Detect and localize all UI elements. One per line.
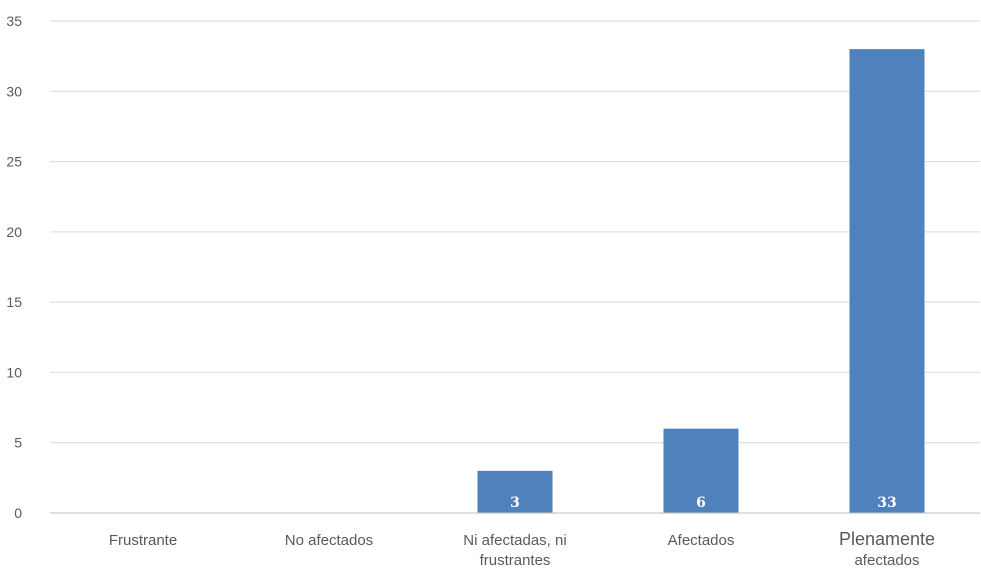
y-tick-label: 20 xyxy=(6,224,22,240)
x-category-label: afectados xyxy=(854,552,919,569)
x-category-label: Afectados xyxy=(668,532,735,549)
data-label: 3 xyxy=(510,495,520,511)
x-category-label: Plenamente xyxy=(839,529,935,549)
x-category-label: No afectados xyxy=(285,532,373,549)
y-tick-label: 10 xyxy=(6,364,22,380)
x-category-label: Frustrante xyxy=(109,532,177,549)
gridlines xyxy=(50,20,980,444)
bar xyxy=(477,470,553,513)
y-tick-label: 35 xyxy=(6,13,22,29)
bar xyxy=(849,49,925,513)
y-axis-ticks: 0 5 10 15 20 25 30 35 xyxy=(6,13,22,521)
data-labels: 3 6 33 xyxy=(510,495,897,511)
x-axis-categories: Frustrante No afectados Ni afectadas, ni fr… xyxy=(109,529,935,569)
y-tick-label: 15 xyxy=(6,294,22,310)
data-label: 6 xyxy=(696,495,706,511)
y-tick-label: 5 xyxy=(14,435,22,451)
y-tick-label: 25 xyxy=(6,154,22,170)
bar xyxy=(663,428,739,513)
y-tick-label: 0 xyxy=(14,505,22,521)
y-tick-label: 30 xyxy=(6,83,22,99)
data-label: 33 xyxy=(877,495,896,511)
bars xyxy=(477,49,925,513)
x-category-label: frustrantes xyxy=(480,552,551,569)
x-category-label: Ni afectadas, ni xyxy=(463,532,566,549)
